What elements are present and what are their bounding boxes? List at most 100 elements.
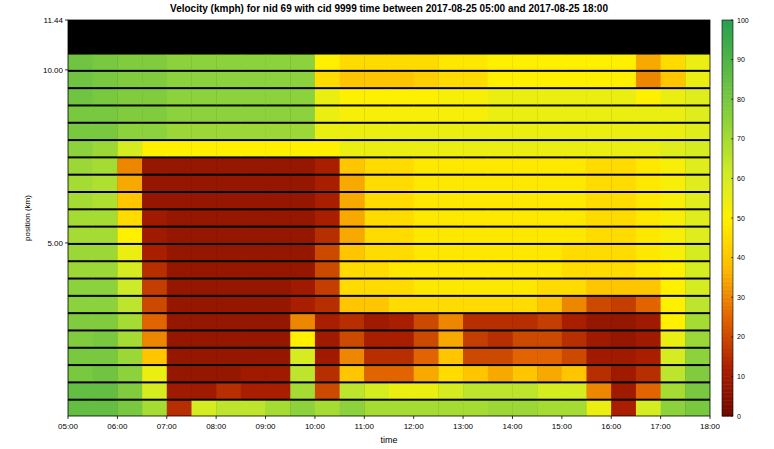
cell [611,401,636,416]
cell [611,176,636,191]
cell [117,280,142,295]
x-tick-label: 16:00 [601,422,622,431]
cell [68,383,93,398]
cell [414,297,439,312]
cell [537,158,562,173]
cell [167,193,192,208]
cell [216,55,241,70]
colorbar-step [722,111,733,115]
title: Velocity (kmph) for nid 69 with cid 9999… [170,3,608,14]
cell [587,331,612,346]
cell [266,210,291,225]
cell [266,331,291,346]
cell [389,55,414,70]
cell [587,176,612,191]
cell [661,124,686,139]
cell [463,210,488,225]
cell [636,245,661,260]
colorbar-step [722,139,733,143]
cell [241,228,266,243]
cell [315,210,340,225]
cell [315,280,340,295]
cell [68,228,93,243]
cell [389,193,414,208]
cell [488,89,513,104]
cell [562,55,587,70]
cell [587,366,612,381]
cell [611,366,636,381]
x-tick [265,416,266,419]
cell [266,314,291,329]
cell [389,124,414,139]
cell [191,72,216,87]
cell [414,314,439,329]
cell [93,245,118,260]
cell [636,262,661,277]
cell [414,55,439,70]
cell [636,401,661,416]
cell [562,158,587,173]
cell [364,228,389,243]
colorbar-tick-label: 40 [737,254,745,261]
cell [438,383,463,398]
colorbar-step [722,71,733,75]
cell [364,72,389,87]
cell [389,280,414,295]
cell [340,193,365,208]
cell [488,401,513,416]
cell [512,55,537,70]
cell [340,55,365,70]
cell [661,158,686,173]
x-tick-label: 14:00 [502,422,523,431]
colorbar-tick [731,99,733,100]
cell [315,228,340,243]
colorbar-step [722,210,733,214]
cell [661,366,686,381]
cell [414,245,439,260]
cell [191,349,216,364]
cell [438,331,463,346]
colorbar-step [722,28,733,32]
cell [340,176,365,191]
cell [488,228,513,243]
cell [587,245,612,260]
cell [142,124,167,139]
cell [191,280,216,295]
cell [290,280,315,295]
colorbar-step [722,234,733,238]
cell [117,89,142,104]
colorbar-step [722,123,733,127]
cell [340,262,365,277]
cell [685,366,710,381]
cell [587,262,612,277]
cell [685,228,710,243]
cell [290,89,315,104]
cell [463,193,488,208]
colorbar-step [722,218,733,222]
cell [315,193,340,208]
cell [587,401,612,416]
cell [216,141,241,156]
cell [117,245,142,260]
cell [191,297,216,312]
cell [167,349,192,364]
cell [266,55,291,70]
cell [587,193,612,208]
cell [167,106,192,121]
x-tick-label: 17:00 [651,422,672,431]
cell [389,314,414,329]
colorbar-step [722,266,733,270]
cell [142,106,167,121]
colorbar-step [722,174,733,178]
colorbar-step [722,198,733,202]
chart: Velocity (kmph) for nid 69 with cid 9999… [0,0,774,449]
cell [315,176,340,191]
cell [537,262,562,277]
cell [266,383,291,398]
cell [167,366,192,381]
colorbar-step [722,190,733,194]
cell [364,124,389,139]
cell [340,314,365,329]
colorbar-tick [731,138,733,139]
cell [290,297,315,312]
